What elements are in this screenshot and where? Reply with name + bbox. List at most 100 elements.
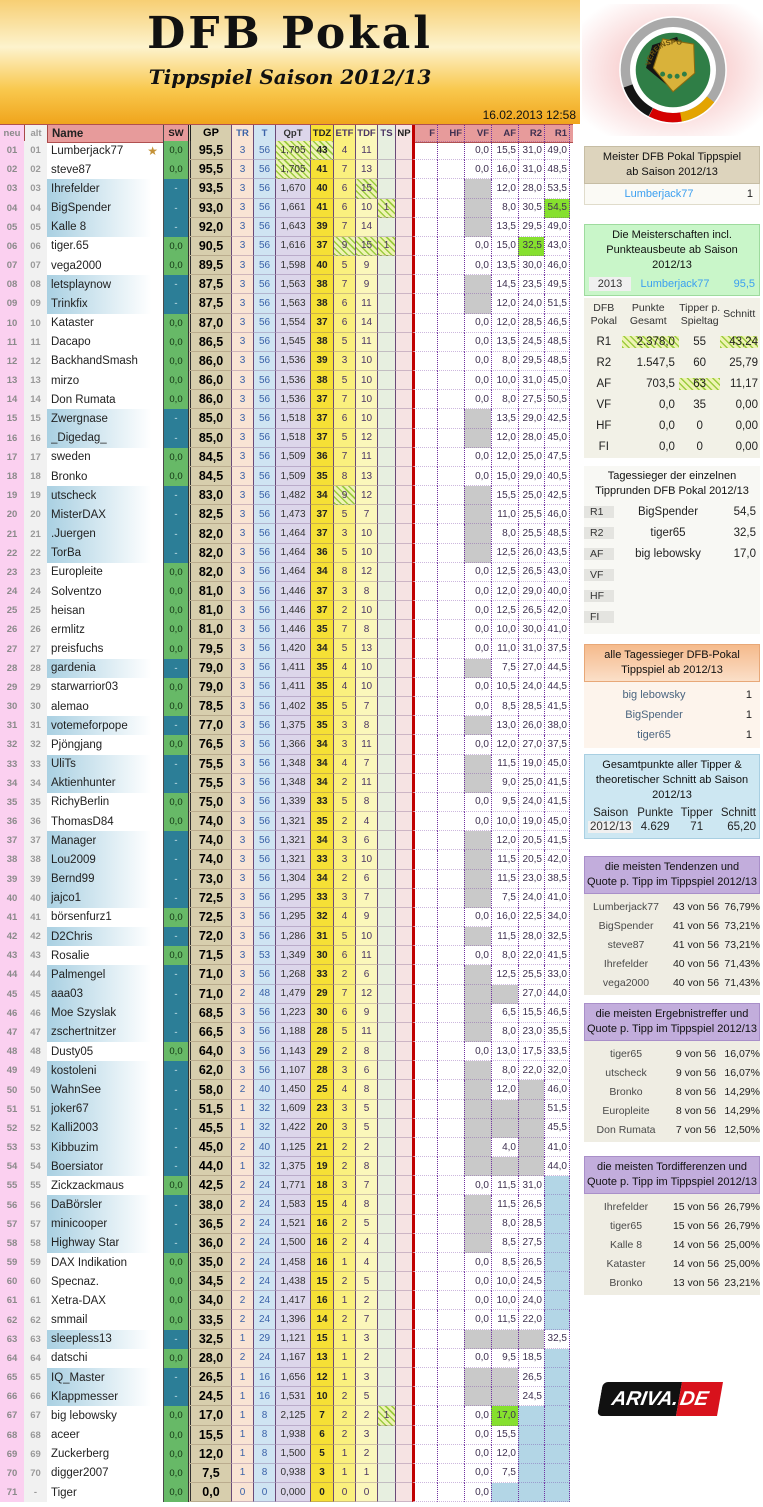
tdf-cell: 7 xyxy=(355,696,377,717)
player-name-text: Bernd99 xyxy=(51,873,95,886)
sw-cell: - xyxy=(163,850,188,870)
gp-cell: 32,5 xyxy=(188,1329,231,1349)
f-cell xyxy=(412,850,437,870)
f-cell xyxy=(412,1233,437,1253)
table-row: 63 63 sleepless13-32,5 1 29 1,121 15 1 3 32,5 xyxy=(0,1329,573,1349)
player-name-cell: Manager xyxy=(47,831,163,851)
vf-cell: 0,0 xyxy=(464,581,491,602)
t-cell: 56 xyxy=(253,658,275,678)
np-cell xyxy=(395,888,412,908)
table-row: 03 03 Ihrefelder -93,5 3 56 1,670 40 6 15 12,0 28,0… xyxy=(0,179,573,199)
stats-row: AF 703,5 63 11,17 xyxy=(586,373,758,394)
r1-cell: 43,0 xyxy=(544,236,570,257)
table-row: 40 40 jajco1-72,5 3 56 1,295 33 3 7 7,5 24,0 41,0 xyxy=(0,888,573,908)
tdf-cell: 8 xyxy=(355,1157,377,1177)
tdz-cell: 38 xyxy=(310,275,333,295)
pos-neu: 21 xyxy=(0,524,24,544)
ts-cell xyxy=(377,294,395,314)
stats-row: HF 0,0 0 0,00 xyxy=(586,415,758,436)
tr-cell: 3 xyxy=(231,409,253,429)
af-cell: 8,5 xyxy=(491,1252,518,1273)
gp-cell: 78,5 xyxy=(188,696,231,717)
tr-cell: 3 xyxy=(231,141,253,161)
f-cell xyxy=(412,1042,437,1062)
tagessieger-name: tiger65 xyxy=(650,527,686,540)
player-name-text: tiger.65 xyxy=(51,240,89,253)
ergebnistreffer-name: Bronko xyxy=(609,1086,643,1099)
hf-cell xyxy=(437,1157,464,1177)
etf-cell: 6 xyxy=(333,409,355,429)
pos-neu: 40 xyxy=(0,888,24,908)
vf-cell: 0,0 xyxy=(464,390,491,410)
tdz-cell: 34 xyxy=(310,562,333,582)
pos-alt: 35 xyxy=(24,792,47,813)
af-cell: 8,0 xyxy=(491,390,518,410)
tdz-cell: 35 xyxy=(310,620,333,640)
tdz-cell: 35 xyxy=(310,696,333,717)
r1-cell: 46,0 xyxy=(544,256,570,276)
tr-cell: 3 xyxy=(231,850,253,870)
vf-cell: 0,0 xyxy=(464,256,491,276)
gp-cell: 76,5 xyxy=(188,735,231,755)
table-row: 15 15 Zwergnase -85,0 3 56 1,518 37 6 10 13,5 29,0 4… xyxy=(0,409,573,429)
trophy-badge-icon: VEREINSPO xyxy=(618,16,727,124)
qpt-cell: 1,563 xyxy=(275,275,310,295)
t-cell: 16 xyxy=(253,1368,275,1388)
sw-cell: 0,0 xyxy=(163,1444,188,1464)
ergebnistreffer-quote: 14,29% xyxy=(724,1086,760,1099)
gp-cell: 86,5 xyxy=(188,332,231,352)
r1-cell xyxy=(544,1406,570,1426)
ergebnistreffer-name: Europleite xyxy=(602,1105,650,1118)
player-name-text: sweden xyxy=(51,451,91,464)
player-name-text: minicooper xyxy=(51,1218,108,1231)
player-name-text: aaa03 xyxy=(51,988,83,1001)
player-name-text: Ihrefelder xyxy=(51,182,100,195)
etf-cell: 2 xyxy=(333,601,355,621)
gp-cell: 64,0 xyxy=(188,1042,231,1062)
ts-cell xyxy=(377,601,395,621)
player-name-cell: jajco1 xyxy=(47,888,163,908)
tdf-cell: 6 xyxy=(355,1061,377,1081)
qpt-cell: 1,518 xyxy=(275,409,310,429)
column-header-ts: TS xyxy=(377,125,395,142)
r1-cell: 37,5 xyxy=(544,639,570,659)
pos-alt: 13 xyxy=(24,371,47,391)
tr-cell: 3 xyxy=(231,946,253,966)
r1-cell: 45,5 xyxy=(544,1118,570,1138)
pos-alt: 15 xyxy=(24,409,47,429)
tdf-cell: 9 xyxy=(355,275,377,295)
f-cell xyxy=(412,1425,437,1445)
qpt-cell: 1,321 xyxy=(275,831,310,851)
f-cell xyxy=(412,1291,437,1311)
r1-cell xyxy=(544,1483,570,1503)
r2-cell xyxy=(518,1118,544,1138)
tdz-cell: 37 xyxy=(310,236,333,257)
r2-cell: 32,5 xyxy=(518,236,544,257)
player-name-cell: vega2000 xyxy=(47,256,163,275)
tdz-cell: 34 xyxy=(310,869,333,889)
tendenzen-name: Ihrefelder xyxy=(603,958,649,971)
tdz-cell: 16 xyxy=(310,1214,333,1234)
af-cell xyxy=(491,1157,518,1177)
f-cell xyxy=(412,1195,437,1215)
player-name-text: Lou2009 xyxy=(51,853,96,866)
pos-alt: 60 xyxy=(24,1272,47,1292)
pos-neu: 14 xyxy=(0,390,24,410)
player-name-text: DAX Indikation xyxy=(51,1256,128,1269)
f-cell xyxy=(412,332,437,352)
r1-cell: 42,5 xyxy=(544,409,570,429)
hf-cell xyxy=(437,812,464,832)
etf-cell: 3 xyxy=(333,716,355,736)
ts-cell xyxy=(377,1022,395,1043)
sw-cell: 0,0 xyxy=(163,812,188,832)
etf-cell: 5 xyxy=(333,639,355,659)
gp-cell: 95,5 xyxy=(188,160,231,180)
table-row: 58 58 Highway Star -36,0 2 24 1,500 16 2 4 8,5 27,5 xyxy=(0,1233,573,1253)
vf-cell: 0,0 xyxy=(464,332,491,352)
f-cell xyxy=(412,524,437,544)
player-name-text: joker67 xyxy=(51,1103,89,1116)
af-cell: 12,5 xyxy=(491,601,518,621)
table-row: 66 66 Klappmesser -24,5 1 16 1,531 10 2 5 24,5 xyxy=(0,1387,573,1407)
etf-cell: 7 xyxy=(333,275,355,295)
tdz-cell: 37 xyxy=(310,524,333,544)
